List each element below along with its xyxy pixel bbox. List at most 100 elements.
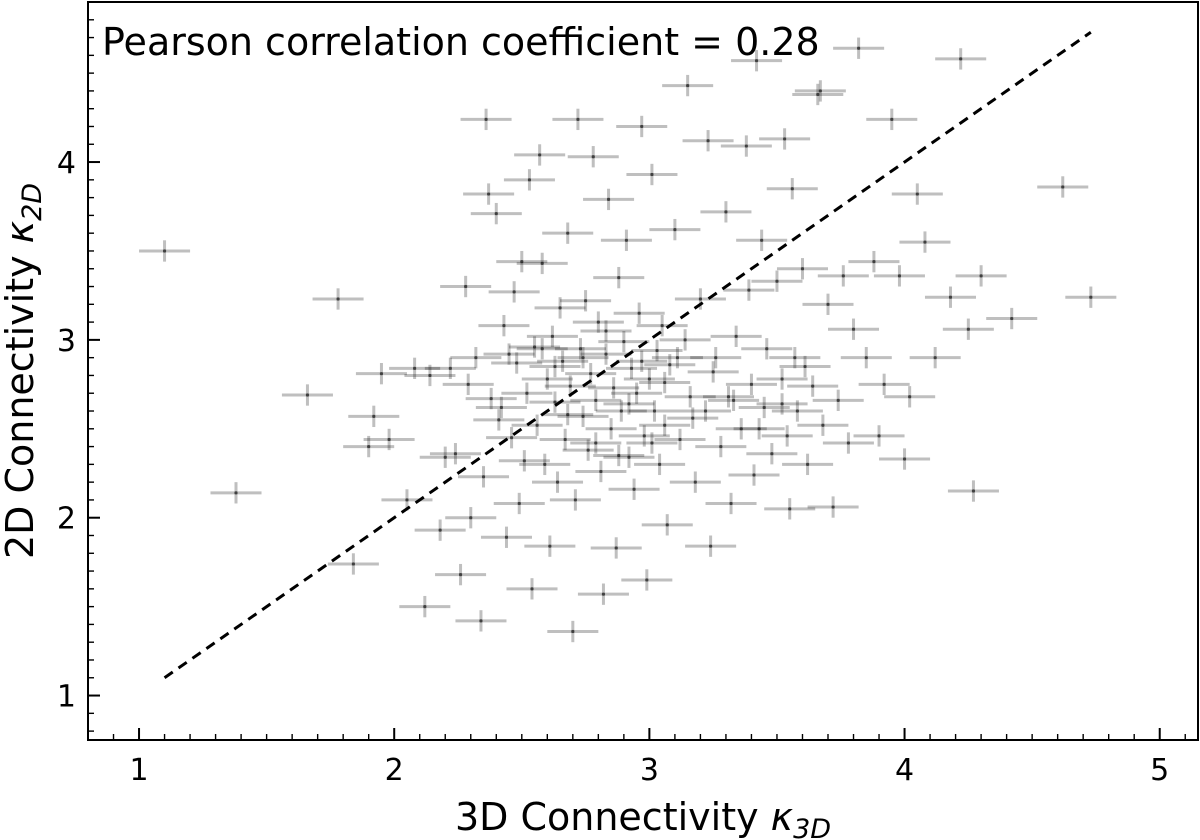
data-point bbox=[702, 386, 754, 408]
data-point bbox=[685, 535, 737, 557]
data-point bbox=[1065, 286, 1117, 308]
data-point bbox=[463, 183, 515, 205]
data-point bbox=[736, 229, 788, 251]
data-point bbox=[654, 428, 706, 451]
data-point bbox=[399, 595, 451, 618]
data-point bbox=[595, 400, 647, 422]
data-point bbox=[327, 553, 379, 575]
data-point bbox=[577, 583, 629, 605]
data-point bbox=[756, 368, 808, 390]
data-point bbox=[554, 338, 606, 360]
data-point bbox=[639, 414, 691, 436]
data-point bbox=[570, 389, 622, 412]
data-point bbox=[674, 288, 726, 310]
data-point bbox=[580, 320, 632, 342]
data-point bbox=[514, 144, 566, 166]
data-point bbox=[588, 377, 640, 399]
data-point bbox=[139, 240, 191, 262]
data-point bbox=[521, 368, 573, 390]
data-point bbox=[363, 428, 415, 451]
data-point bbox=[537, 350, 589, 372]
data-point bbox=[532, 471, 584, 493]
data-point bbox=[348, 405, 400, 428]
data-point bbox=[458, 466, 510, 488]
data-point bbox=[626, 432, 678, 454]
data-point bbox=[771, 400, 823, 422]
y-tick-label: 3 bbox=[57, 324, 76, 359]
data-point bbox=[636, 314, 688, 337]
data-point bbox=[817, 265, 869, 287]
x-tick-label: 2 bbox=[385, 753, 404, 788]
data-point bbox=[491, 352, 543, 374]
data-point bbox=[792, 83, 844, 106]
data-point bbox=[534, 297, 586, 319]
data-point bbox=[483, 343, 535, 365]
data-point bbox=[547, 620, 599, 643]
data-point bbox=[833, 37, 885, 59]
data-point bbox=[649, 218, 701, 241]
data-point bbox=[435, 563, 487, 586]
x-tick-label: 4 bbox=[895, 753, 914, 788]
data-point bbox=[659, 329, 711, 351]
data-point bbox=[343, 435, 395, 458]
data-point bbox=[746, 443, 798, 465]
data-point bbox=[866, 108, 918, 131]
data-point bbox=[986, 307, 1038, 330]
data-point bbox=[667, 407, 719, 429]
data-point bbox=[641, 514, 693, 536]
reference-line bbox=[163, 31, 1092, 679]
data-point bbox=[623, 368, 675, 390]
data-point bbox=[769, 346, 821, 369]
data-point bbox=[585, 418, 637, 440]
data-point bbox=[460, 108, 512, 131]
data-point bbox=[552, 108, 604, 131]
data-point bbox=[419, 446, 471, 468]
data-point bbox=[414, 519, 466, 541]
data-point bbox=[496, 250, 548, 273]
data-point bbox=[442, 373, 494, 396]
data-point bbox=[873, 265, 925, 287]
data-point bbox=[570, 432, 622, 454]
data-point bbox=[761, 425, 813, 447]
data-point bbox=[475, 396, 527, 419]
correlation-annotation: Pearson correlation coefficient = 0.28 bbox=[102, 20, 820, 64]
data-point bbox=[603, 393, 655, 415]
data-point bbox=[562, 439, 614, 461]
data-point bbox=[465, 387, 517, 410]
data-point bbox=[470, 202, 522, 225]
data-point bbox=[603, 446, 655, 468]
data-point bbox=[669, 471, 721, 493]
data-point bbox=[611, 382, 663, 404]
data-point bbox=[516, 252, 568, 275]
data-point bbox=[705, 492, 757, 515]
data-point bbox=[639, 371, 691, 394]
data-point bbox=[687, 361, 739, 383]
x-axis-label: 3D Connectivity κ3D bbox=[455, 795, 831, 840]
data-point bbox=[756, 393, 808, 415]
data-point bbox=[1037, 176, 1089, 198]
data-point bbox=[942, 318, 994, 340]
data-point bbox=[779, 355, 831, 378]
data-point bbox=[720, 135, 772, 157]
data-point bbox=[519, 453, 571, 476]
data-point bbox=[593, 266, 645, 289]
data-point bbox=[598, 330, 650, 353]
data-point bbox=[621, 569, 673, 591]
data-point bbox=[794, 80, 846, 102]
y-axis-label: 2D Connectivity κ2D bbox=[0, 183, 48, 559]
data-point bbox=[590, 537, 642, 559]
data-point bbox=[680, 400, 732, 422]
data-point bbox=[662, 74, 714, 97]
data-point bbox=[478, 314, 530, 337]
data-point bbox=[450, 346, 502, 369]
data-point bbox=[608, 478, 660, 500]
data-point bbox=[700, 201, 752, 223]
data-point bbox=[613, 302, 665, 324]
data-point bbox=[509, 336, 561, 358]
data-point bbox=[542, 222, 594, 244]
data-point bbox=[858, 373, 910, 396]
data-point bbox=[618, 425, 670, 447]
data-point bbox=[848, 250, 900, 273]
data-point bbox=[493, 492, 545, 515]
x-tick-label: 3 bbox=[640, 753, 659, 788]
